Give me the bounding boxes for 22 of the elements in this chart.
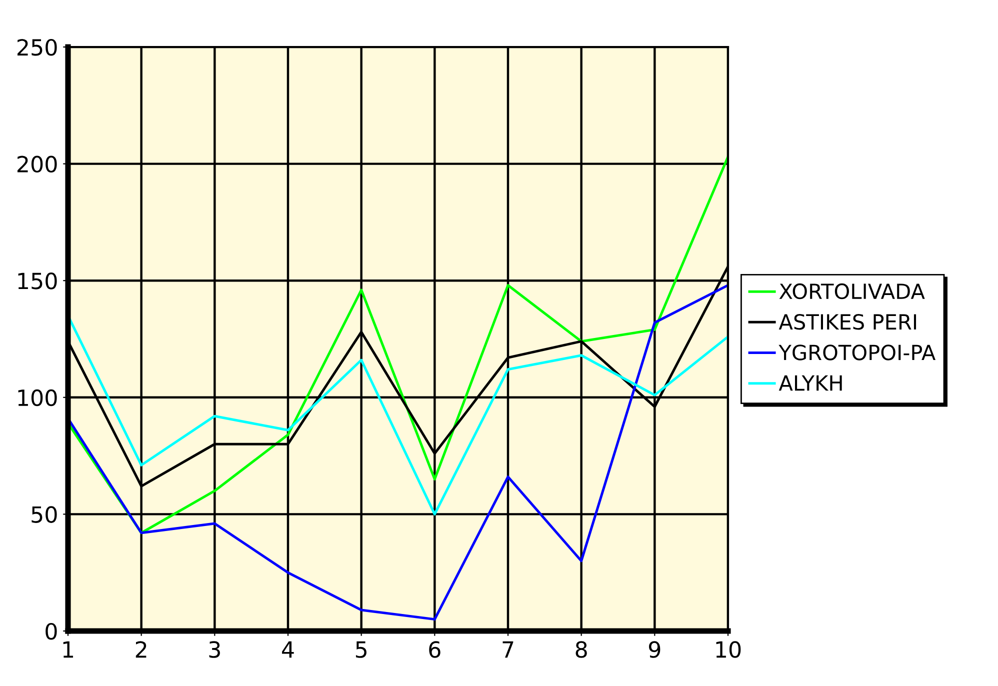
line-series: [68, 284, 728, 621]
x-tick-label: 1: [63, 641, 74, 658]
x-tick-label: 9: [648, 641, 660, 658]
legend-label: YGROTOPOI-PA: [778, 344, 936, 360]
x-tick-label: 6: [429, 641, 440, 658]
y-tick-label: 200: [17, 156, 57, 173]
legend-label: ALYKH: [778, 375, 842, 391]
x-tick-label: 2: [136, 641, 146, 658]
y-tick-label: 150: [18, 272, 57, 290]
x-tick-label: 4: [282, 641, 294, 658]
line-series: [68, 156, 728, 534]
y-tick-label: 100: [18, 389, 57, 406]
x-tick-label: 10: [716, 641, 741, 658]
y-tick-label: 50: [32, 506, 57, 523]
legend-label: ASTIKES PERI: [778, 314, 916, 330]
x-tick-label: 5: [356, 641, 366, 658]
y-tick-label: 0: [46, 622, 57, 640]
y-tick-label: 250: [17, 38, 57, 56]
x-tick-label: 3: [209, 641, 220, 658]
x-tick-label: 7: [502, 641, 514, 658]
legend-label: XORTOLIVADA: [779, 283, 925, 300]
x-tick-label: 8: [576, 641, 587, 658]
